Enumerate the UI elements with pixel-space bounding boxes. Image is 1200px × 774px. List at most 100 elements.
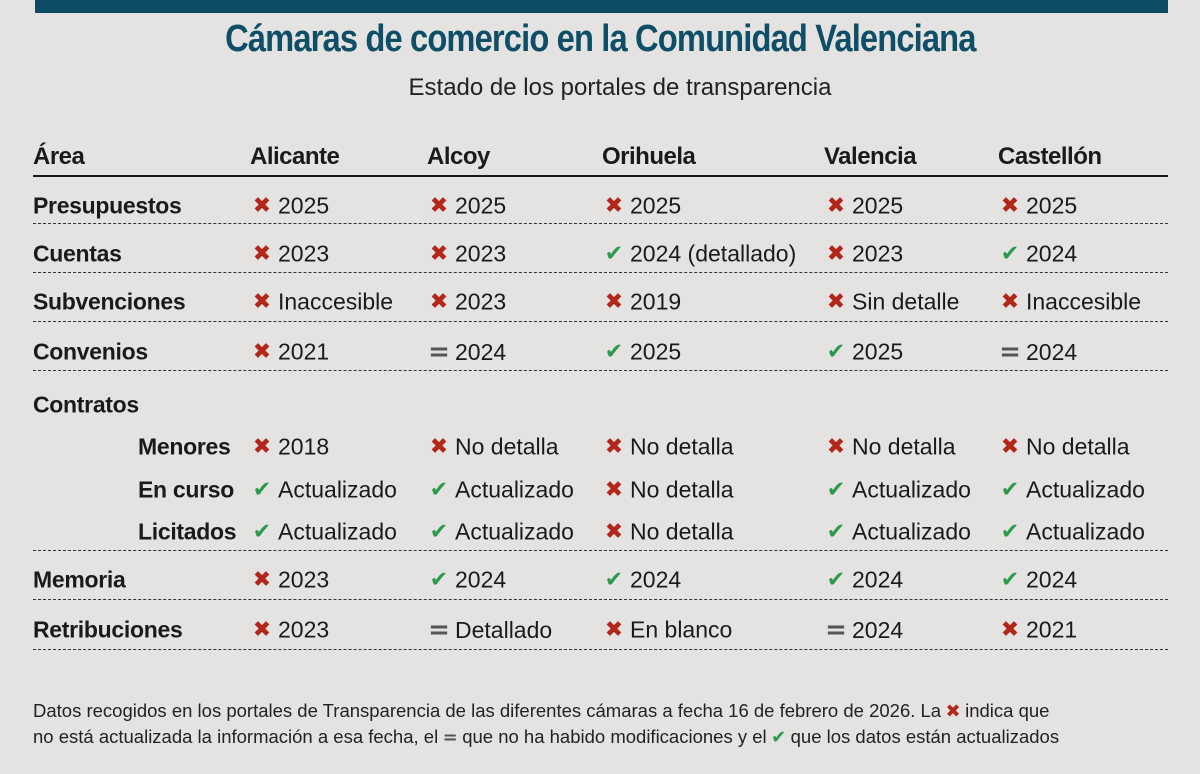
- cross-icon: ✖: [1000, 617, 1020, 643]
- cell-value: Actualizado: [852, 476, 971, 503]
- cross-icon: ✖: [604, 519, 624, 545]
- cell-value: 2023: [455, 288, 507, 315]
- footnote-line-1: Datos recogidos en los portales de Trans…: [33, 700, 1049, 722]
- cell-value: 2023: [278, 240, 330, 267]
- cell-value: 2021: [278, 338, 330, 365]
- check-icon: ✔: [604, 339, 624, 365]
- footnote-text: indica que: [965, 700, 1050, 721]
- cell-value: Actualizado: [455, 518, 574, 545]
- cross-icon: ✖: [1000, 289, 1020, 315]
- table-cell: ✔ 2024: [824, 567, 903, 594]
- table-cell: ✖ No detalla: [427, 434, 559, 461]
- cross-icon: ✖: [604, 434, 624, 460]
- row-divider: [33, 649, 1168, 650]
- cell-value: 2025: [278, 192, 330, 219]
- cross-icon: ✖: [826, 434, 846, 460]
- equals-icon: =: [999, 337, 1021, 367]
- cell-value: No detalla: [852, 433, 956, 460]
- cell-value: Actualizado: [455, 476, 574, 503]
- area-label: Presupuestos: [33, 192, 182, 219]
- table-cell: ✔ 2025: [602, 339, 681, 366]
- table-cell: = 2024: [824, 615, 903, 645]
- cross-icon: ✖: [252, 617, 272, 643]
- footnote-line-2: no está actualizada la información a esa…: [33, 726, 1059, 748]
- table-cell: ✖ 2023: [824, 241, 903, 268]
- cell-value: 2024: [630, 566, 682, 593]
- table-cell: ✖ 2025: [998, 193, 1077, 220]
- check-icon: ✔: [826, 477, 846, 503]
- cross-icon: ✖: [429, 193, 449, 219]
- column-header: Alcoy: [427, 143, 490, 170]
- column-header: Castellón: [998, 143, 1102, 170]
- cell-value: 2025: [630, 192, 682, 219]
- area-label: Contratos: [33, 391, 139, 418]
- cell-value: 2024: [455, 338, 507, 365]
- table-cell: ✖ 2023: [427, 241, 506, 268]
- table-cell: ✖ Inaccesible: [250, 289, 393, 316]
- cell-value: 2025: [630, 338, 682, 365]
- cross-icon: ✖: [252, 567, 272, 593]
- row-divider: [33, 272, 1168, 273]
- check-icon: ✔: [429, 567, 449, 593]
- sub-area-label: Menores: [138, 433, 231, 460]
- table-cell: ✔ 2025: [824, 339, 903, 366]
- cell-value: Actualizado: [852, 518, 971, 545]
- cell-value: No detalla: [630, 518, 734, 545]
- table-cell: ✖ En blanco: [602, 617, 733, 644]
- cell-value: No detalla: [455, 433, 559, 460]
- check-icon: ✔: [826, 339, 846, 365]
- table-cell: ✔ Actualizado: [250, 519, 397, 546]
- cell-value: Actualizado: [1026, 518, 1145, 545]
- cell-value: 2023: [278, 616, 330, 643]
- cross-icon: ✖: [429, 434, 449, 460]
- column-header: Área: [33, 143, 85, 170]
- cell-value: 2024: [455, 566, 507, 593]
- cross-icon: ✖: [252, 339, 272, 365]
- check-icon: ✔: [604, 241, 624, 267]
- equals-icon: =: [442, 727, 458, 748]
- check-icon: ✔: [826, 567, 846, 593]
- table-cell: ✖ 2021: [250, 339, 329, 366]
- table-cell: ✖ 2023: [250, 617, 329, 644]
- cell-value: 2024 (detallado): [630, 240, 797, 267]
- table-cell: ✖ 2023: [250, 567, 329, 594]
- table-cell: ✖ 2023: [250, 241, 329, 268]
- cross-icon: ✖: [826, 289, 846, 315]
- footnote-text: Datos recogidos en los portales de Trans…: [33, 700, 942, 721]
- table-cell: ✖ Inaccesible: [998, 289, 1141, 316]
- cell-value: Sin detalle: [852, 288, 960, 315]
- cross-icon: ✖: [252, 434, 272, 460]
- table-cell: ✖ 2025: [824, 193, 903, 220]
- table-cell: ✔ 2024 (detallado): [602, 241, 796, 268]
- check-icon: ✔: [1000, 567, 1020, 593]
- check-icon: ✔: [1000, 519, 1020, 545]
- cross-icon: ✖: [429, 241, 449, 267]
- table-cell: ✖ No detalla: [602, 434, 734, 461]
- table-cell: ✔ Actualizado: [250, 477, 397, 504]
- cross-icon: ✖: [1000, 193, 1020, 219]
- check-icon: ✔: [604, 567, 624, 593]
- header-bar: [35, 0, 1168, 13]
- check-icon: ✔: [429, 477, 449, 503]
- chart-subtitle: Estado de los portales de transparencia: [408, 74, 832, 101]
- table-cell: ✔ 2024: [427, 567, 506, 594]
- check-icon: ✔: [826, 519, 846, 545]
- cell-value: 2023: [852, 240, 904, 267]
- table-cell: ✔ Actualizado: [427, 477, 574, 504]
- cell-value: Inaccesible: [1026, 288, 1142, 315]
- table-cell: ✔ 2024: [998, 241, 1077, 268]
- footnote-text: no está actualizada la información a esa…: [33, 726, 439, 747]
- area-label: Subvenciones: [33, 288, 186, 315]
- cell-value: 2021: [1026, 616, 1078, 643]
- cross-icon: ✖: [604, 193, 624, 219]
- row-divider: [33, 321, 1168, 322]
- table-cell: ✖ No detalla: [602, 519, 734, 546]
- cell-value: Actualizado: [278, 476, 397, 503]
- table-cell: ✖ 2019: [602, 289, 681, 316]
- column-header: Alicante: [250, 143, 340, 170]
- cell-value: 2025: [852, 192, 904, 219]
- chart-title-text: Cámaras de comercio en la Comunidad Vale…: [224, 18, 976, 60]
- cross-icon: ✖: [604, 617, 624, 643]
- footnote-text: que los datos están actualizados: [790, 726, 1060, 747]
- header-rule: [33, 175, 1168, 177]
